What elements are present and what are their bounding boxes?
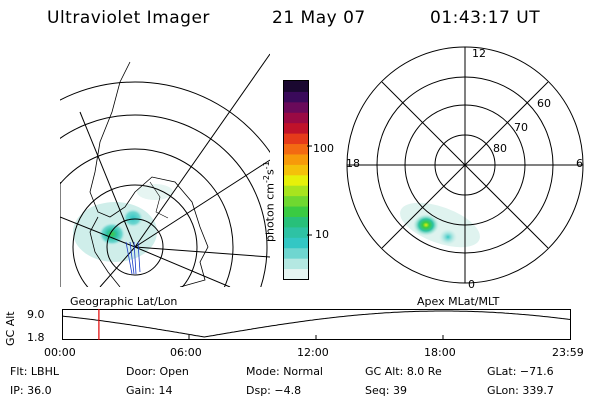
gc-alt-axis-label: GC Alt <box>4 311 17 346</box>
colorbar-band <box>284 195 308 207</box>
glat-info: GLat: −71.6 <box>487 365 554 378</box>
apex-label: Apex MLat/MLT <box>417 295 500 308</box>
dsp-info: Dsp: −4.8 <box>246 384 302 397</box>
alt-ymax-label: 9.0 <box>27 308 45 321</box>
colorbar-band <box>284 122 308 134</box>
colorbar-band <box>284 226 308 238</box>
colorbar-band <box>284 133 308 145</box>
mlt-18-label: 18 <box>346 157 360 170</box>
colorbar-band <box>284 268 308 280</box>
mlt-0-label: 0 <box>468 278 475 291</box>
filter-info: Flt: LBHL <box>10 365 59 378</box>
mlt-6-label: 6 <box>576 157 583 170</box>
instrument-title: Ultraviolet Imager <box>47 8 210 28</box>
colorbar-band <box>284 216 308 228</box>
altitude-plot <box>62 309 571 340</box>
colorbar-band <box>284 237 308 249</box>
colorbar-band <box>284 174 308 186</box>
colorbar-band <box>284 206 308 217</box>
colorbar-band <box>284 101 308 113</box>
alt-xtick-3: 18:00 <box>424 346 456 359</box>
alt-xtick-1: 06:00 <box>170 346 202 359</box>
colorbar-unit-label: photon cm-2s-1 <box>262 161 277 242</box>
apex-polar-plot <box>346 46 584 284</box>
colorbar-band <box>284 81 308 92</box>
mode-info: Mode: Normal <box>246 365 323 378</box>
colorbar-tick-100: 100 <box>313 142 334 155</box>
alt-xtick-0: 00:00 <box>44 346 76 359</box>
mlt-12-label: 12 <box>472 47 486 60</box>
colorbar-band <box>284 185 308 197</box>
geographic-map <box>60 53 270 287</box>
mlat-80-label: 80 <box>493 142 507 155</box>
geographic-label: Geographic Lat/Lon <box>70 295 178 308</box>
alt-ymin-label: 1.8 <box>27 331 45 344</box>
gc-alt-info: GC Alt: 8.0 Re <box>365 365 442 378</box>
alt-xtick-2: 12:00 <box>297 346 329 359</box>
colorbar-tick-10: 10 <box>315 228 329 241</box>
colorbar-band <box>284 258 308 270</box>
colorbar-ticks <box>307 145 312 236</box>
time-label: 01:43:17 UT <box>430 8 541 28</box>
date-label: 21 May 07 <box>272 8 366 28</box>
mlat-60-label: 60 <box>537 97 551 110</box>
seq-info: Seq: 39 <box>365 384 407 397</box>
colorbar-band <box>284 153 308 165</box>
colorbar-band <box>284 247 308 259</box>
colorbar-gradient <box>284 81 308 280</box>
colorbar-band <box>284 91 308 103</box>
colorbar-band <box>284 143 308 155</box>
glon-info: GLon: 339.7 <box>487 384 554 397</box>
colorbar-band <box>284 112 308 124</box>
colorbar-band <box>284 164 308 176</box>
colorbar <box>283 80 309 280</box>
ip-info: IP: 36.0 <box>10 384 52 397</box>
alt-xtick-4: 23:59 <box>552 346 584 359</box>
door-info: Door: Open <box>126 365 189 378</box>
mlat-70-label: 70 <box>514 121 528 134</box>
gain-info: Gain: 14 <box>126 384 173 397</box>
